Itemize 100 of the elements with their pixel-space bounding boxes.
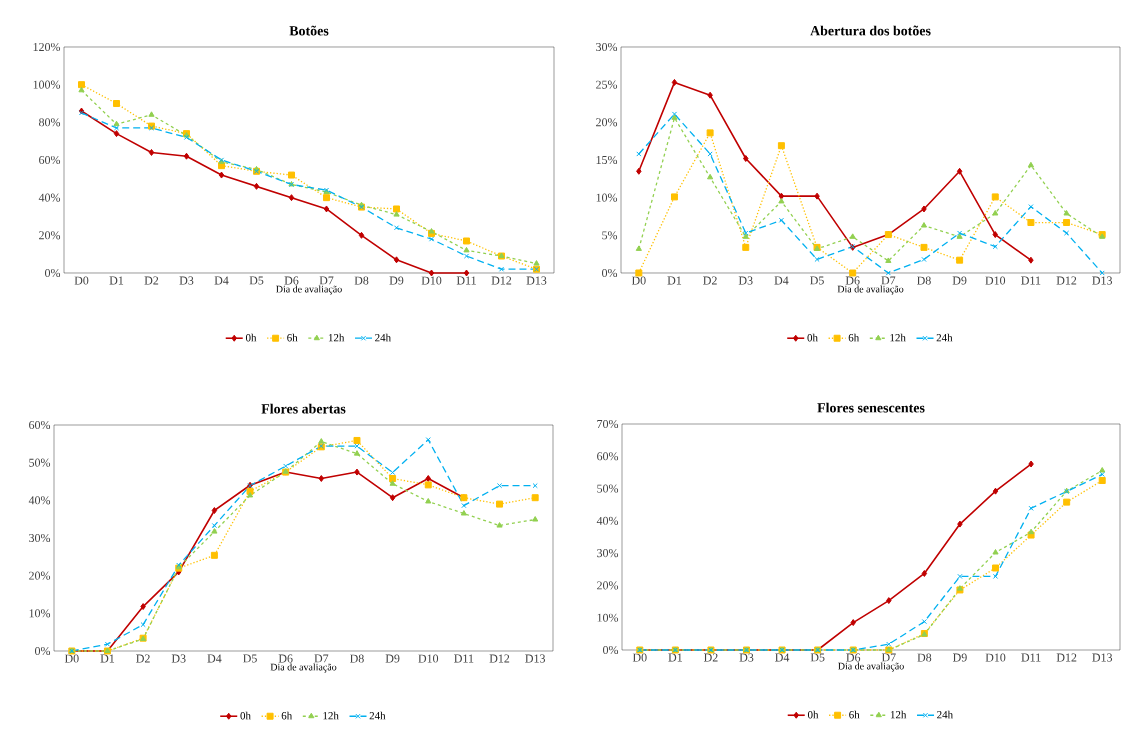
x-tick-label: D2 <box>703 653 718 662</box>
x-tick-label: D7 <box>881 276 896 285</box>
x-tick-label: D7 <box>881 653 896 662</box>
x-tick-label: D3 <box>738 276 753 285</box>
x-tick-label: D12 <box>489 654 510 663</box>
x-tick-label: D13 <box>1092 276 1113 285</box>
x-axis-title: Dia de avaliação <box>838 662 904 672</box>
x-tick-label: D5 <box>249 276 264 285</box>
y-tick-label: 70% <box>597 419 619 429</box>
x-tick-label: D0 <box>632 653 647 662</box>
x-tick-label: D13 <box>526 276 547 285</box>
x-tick-label: D7 <box>319 276 334 285</box>
x-tick-label: D12 <box>491 276 512 285</box>
y-tick-label: 120% <box>33 42 61 52</box>
x-tick-label: D5 <box>810 276 824 285</box>
chart-title: Abertura dos botões <box>810 25 931 36</box>
x-tick-label: D13 <box>1092 653 1113 662</box>
x-tick-label: D0 <box>631 276 646 285</box>
legend-label: 24h <box>937 710 953 719</box>
y-tick-label: 40% <box>596 516 619 525</box>
legend-label: 6h <box>848 333 860 342</box>
legend-label: 6h <box>287 333 298 342</box>
x-axis-title: Dia de avaliação <box>270 663 337 673</box>
y-tick-label: 20% <box>29 571 51 580</box>
y-tick-label: 20% <box>597 581 619 590</box>
x-axis-title: Dia de avaliação <box>837 285 904 295</box>
y-tick-label: 50% <box>29 458 51 467</box>
x-tick-label: D3 <box>171 654 186 663</box>
legend-label: 12h <box>890 333 906 342</box>
x-tick-label: D6 <box>845 276 860 285</box>
x-tick-label: D11 <box>456 276 476 285</box>
x-tick-label: D2 <box>703 276 717 285</box>
y-tick-label: 60% <box>39 155 61 165</box>
x-tick-label: D5 <box>810 653 825 662</box>
x-tick-label: D8 <box>350 654 364 663</box>
x-tick-label: D8 <box>917 653 932 662</box>
y-tick-label: 10% <box>597 613 619 622</box>
x-tick-label: D10 <box>418 654 439 663</box>
y-tick-label: 10% <box>596 193 618 202</box>
y-tick-label: 0% <box>45 268 61 278</box>
x-tick-label: D6 <box>284 276 299 285</box>
x-tick-label: D3 <box>739 653 754 662</box>
x-tick-label: D10 <box>421 276 442 285</box>
legend-label: 12h <box>323 711 339 720</box>
x-tick-label: D6 <box>846 653 861 662</box>
y-tick-label: 10% <box>29 609 51 618</box>
chart-title: Botões <box>289 25 329 36</box>
legend-label: 0h <box>807 710 819 719</box>
x-tick-label: D11 <box>1021 653 1041 662</box>
x-tick-label: D8 <box>917 276 931 285</box>
y-tick-label: 40% <box>28 496 51 505</box>
x-tick-label: D10 <box>985 276 1006 285</box>
y-tick-label: 100% <box>33 80 61 89</box>
x-tick-label: D4 <box>775 653 790 662</box>
y-tick-label: 80% <box>39 118 61 127</box>
legend-label: 24h <box>369 711 386 720</box>
chart-title: Flores senescentes <box>817 402 925 413</box>
legend-label: 24h <box>375 333 391 342</box>
x-tick-label: D4 <box>774 276 789 285</box>
legend-label: 0h <box>245 333 257 342</box>
legend-label: 6h <box>281 711 293 720</box>
chart-title: Flores abertas <box>261 403 346 414</box>
y-tick-label: 60% <box>597 452 619 461</box>
x-tick-label: D4 <box>214 276 229 285</box>
y-tick-label: 50% <box>597 484 619 493</box>
y-tick-label: 0% <box>602 268 618 278</box>
y-tick-label: 30% <box>29 533 51 543</box>
x-tick-label: D8 <box>354 276 369 285</box>
x-axis-title: Dia de avaliação <box>276 285 342 295</box>
x-tick-label: D1 <box>667 276 682 285</box>
y-tick-label: 30% <box>596 42 618 52</box>
x-tick-label: D0 <box>64 654 79 663</box>
x-tick-label: D7 <box>314 654 329 663</box>
y-tick-label: 0% <box>603 645 619 655</box>
x-tick-label: D9 <box>952 276 967 285</box>
legend-label: 6h <box>849 710 860 719</box>
x-tick-label: D9 <box>952 653 967 662</box>
legend-label: 24h <box>936 333 953 342</box>
y-tick-label: 5% <box>602 231 618 240</box>
y-tick-label: 60% <box>29 420 51 430</box>
y-tick-label: 40% <box>38 193 61 202</box>
x-tick-label: D1 <box>668 653 682 662</box>
y-tick-label: 15% <box>596 155 618 165</box>
x-tick-label: D12 <box>1056 276 1077 285</box>
x-tick-label: D4 <box>207 654 222 663</box>
x-tick-label: D2 <box>136 654 150 663</box>
x-tick-label: D11 <box>454 654 474 663</box>
y-tick-label: 20% <box>596 118 618 127</box>
y-tick-label: 0% <box>35 646 51 656</box>
legend-label: 12h <box>890 710 907 719</box>
x-tick-label: D13 <box>525 654 546 663</box>
x-tick-label: D6 <box>278 654 293 663</box>
x-tick-label: D5 <box>243 654 257 663</box>
legend-label: 0h <box>807 333 818 342</box>
y-tick-label: 25% <box>596 80 618 89</box>
x-tick-label: D10 <box>985 653 1006 662</box>
y-tick-label: 30% <box>597 549 619 558</box>
x-tick-label: D1 <box>109 276 124 285</box>
x-tick-label: D1 <box>100 654 115 663</box>
x-tick-label: D12 <box>1056 653 1077 662</box>
